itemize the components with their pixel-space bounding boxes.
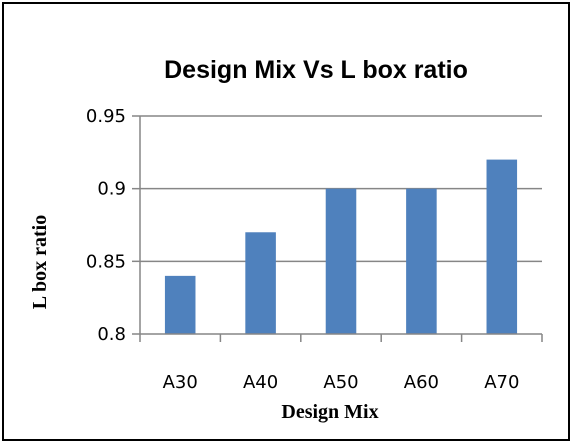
y-tick-label: 0.9 [97, 179, 126, 200]
x-tick-labels: A30 A40 A50 A60 A70 [139, 334, 543, 393]
bar-a70 [486, 159, 518, 334]
chart-frame [2, 2, 570, 441]
x-tick-label: A60 [404, 372, 439, 393]
chart-title: Design Mix Vs L box ratio [164, 56, 468, 84]
x-tick-label: A50 [323, 372, 358, 393]
axes [139, 116, 542, 335]
x-tick-label: A30 [163, 372, 198, 393]
y-tick-labels: 0.8 0.85 0.9 0.95 [86, 106, 140, 345]
y-tick-label: 0.85 [86, 251, 126, 272]
y-tick-label: 0.8 [97, 324, 126, 345]
bar-a50 [325, 188, 357, 334]
bar-a60 [406, 188, 437, 334]
x-tick-label: A40 [243, 372, 278, 393]
x-tick-label: A70 [484, 372, 519, 393]
y-tick-label: 0.95 [86, 106, 126, 127]
bars [164, 159, 518, 334]
y-axis-title: L box ratio [29, 215, 51, 309]
bar-a30 [164, 275, 196, 334]
x-axis-title: Design Mix [281, 401, 378, 423]
bar-a40 [245, 232, 276, 334]
